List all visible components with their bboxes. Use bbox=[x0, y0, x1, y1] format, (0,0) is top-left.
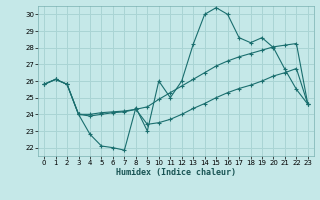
X-axis label: Humidex (Indice chaleur): Humidex (Indice chaleur) bbox=[116, 168, 236, 177]
